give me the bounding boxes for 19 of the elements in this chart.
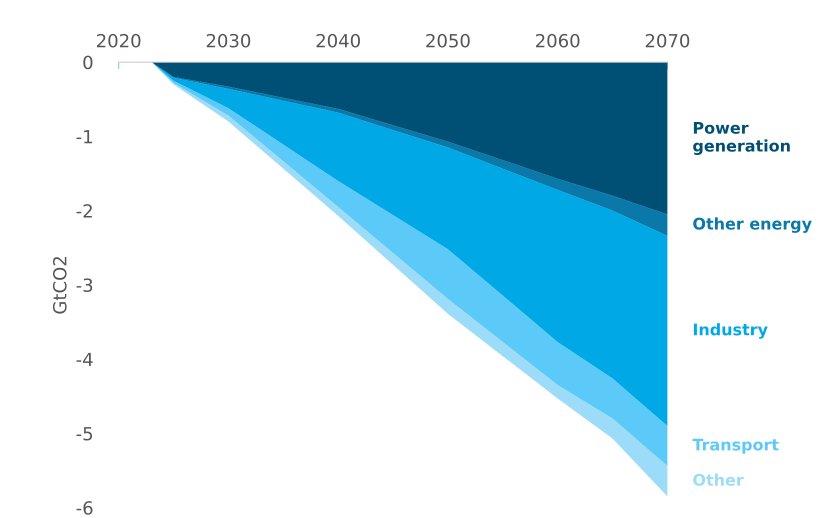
x-tick-label: 2060	[536, 34, 580, 48]
y-tick-label: -2	[76, 204, 92, 218]
series-label: Power generation	[693, 122, 790, 155]
y-tick-label: 0	[83, 56, 92, 70]
y-tick-label: -3	[76, 278, 92, 292]
y-tick-label: -5	[76, 427, 92, 441]
y-tick-label: -1	[76, 130, 92, 144]
y-axis-title: GtCO2	[52, 257, 67, 314]
x-tick-label: 2070	[646, 34, 690, 48]
x-tick-label: 2050	[426, 34, 470, 48]
x-tick-label: 2030	[206, 34, 250, 48]
series-label: Industry	[694, 323, 768, 339]
series-label: Other energy	[693, 217, 812, 233]
y-tick-label: -4	[76, 352, 93, 366]
y-tick-label: -6	[76, 501, 93, 515]
series-label: Transport	[692, 438, 779, 454]
x-tick-label: 2040	[316, 34, 360, 48]
x-tick-label: 2020	[97, 34, 140, 48]
series-label: Other	[693, 474, 744, 486]
